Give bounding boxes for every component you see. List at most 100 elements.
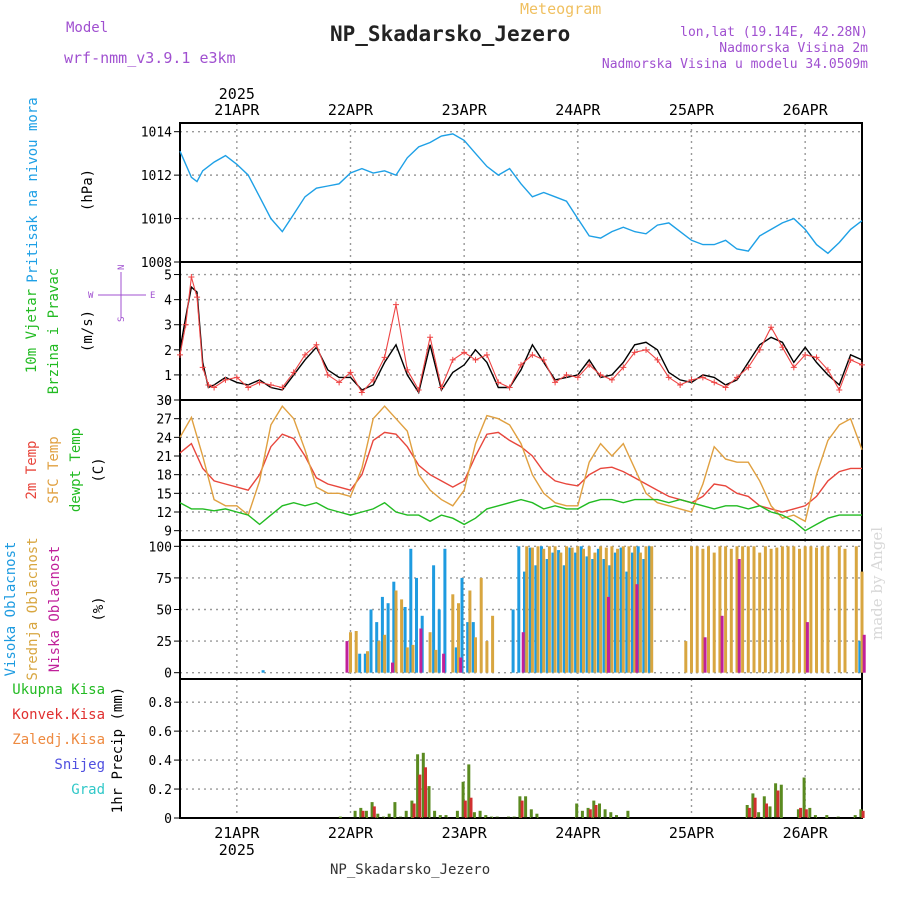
marks-layer bbox=[177, 133, 866, 819]
panel-ylabel: Pritisak na nivou mora bbox=[25, 97, 41, 282]
bar-mid_cloud bbox=[366, 651, 369, 673]
y-tick-label: 24 bbox=[156, 431, 172, 446]
bar-mid_cloud bbox=[383, 634, 387, 673]
bar-mid_cloud bbox=[815, 547, 818, 673]
bar-high_cloud bbox=[460, 577, 464, 673]
bar-mid_cloud bbox=[769, 548, 773, 673]
bar-mid_cloud bbox=[729, 548, 733, 673]
bar-high_cloud bbox=[386, 603, 390, 673]
bar-mid_cloud bbox=[854, 546, 858, 673]
y-tick-label: 75 bbox=[156, 572, 172, 587]
bar-mid_cloud bbox=[690, 546, 693, 673]
bar-total_precip bbox=[338, 816, 342, 818]
bar-conv_precip bbox=[372, 806, 376, 818]
bar-mid_cloud bbox=[349, 632, 352, 673]
bar-high_cloud bbox=[466, 622, 470, 673]
gust-marker bbox=[483, 351, 490, 358]
bar-total_precip bbox=[626, 810, 630, 818]
bar-total_precip bbox=[586, 807, 590, 818]
series-line-wind_speed bbox=[179, 285, 863, 395]
compass-n: N bbox=[117, 265, 127, 270]
bar-conv_precip bbox=[588, 809, 592, 818]
bar-mid_cloud bbox=[405, 647, 409, 673]
compass-e: E bbox=[150, 291, 155, 301]
bar-conv_precip bbox=[747, 807, 751, 818]
panel-ylabel: SFC Temp bbox=[46, 436, 62, 503]
gust-marker bbox=[245, 384, 252, 391]
bar-total_precip bbox=[762, 796, 766, 818]
bar-mid_cloud bbox=[724, 546, 728, 673]
bar-total_precip bbox=[444, 815, 448, 818]
bar-total_precip bbox=[387, 813, 391, 818]
panel-unit: (m/s) bbox=[80, 310, 96, 352]
x-tick-label-bottom: 23APR bbox=[442, 824, 488, 842]
bar-mid_cloud bbox=[638, 552, 642, 673]
bar-mid_cloud bbox=[780, 546, 784, 673]
bar-low_cloud bbox=[607, 596, 610, 673]
gust-marker bbox=[358, 389, 365, 396]
gust-marker bbox=[182, 321, 189, 328]
bar-conv_precip bbox=[424, 767, 427, 818]
bar-high_cloud bbox=[591, 559, 595, 673]
bar-mid_cloud bbox=[457, 603, 460, 673]
bar-total_precip bbox=[518, 796, 522, 818]
bar-conv_precip bbox=[361, 810, 365, 818]
y-tick-label: 3 bbox=[164, 319, 172, 334]
gust-marker bbox=[324, 371, 331, 378]
meteogram-label: Meteogram bbox=[520, 0, 602, 18]
y-tick-label: 100 bbox=[149, 540, 172, 555]
gust-marker bbox=[336, 379, 343, 386]
bar-total_precip bbox=[393, 802, 397, 818]
x-tick-label-bottom: 24APR bbox=[555, 824, 601, 842]
gust-marker bbox=[586, 361, 593, 368]
y-tick-label: 50 bbox=[156, 604, 172, 619]
gust-marker bbox=[506, 384, 513, 391]
gust-marker bbox=[347, 369, 354, 376]
bar-total_precip bbox=[421, 752, 425, 818]
y-tick-label: 9 bbox=[164, 525, 172, 540]
y-tick-label: 21 bbox=[156, 450, 172, 465]
bar-total_precip bbox=[524, 796, 528, 818]
gust-marker bbox=[233, 374, 240, 381]
gust-marker bbox=[472, 356, 479, 363]
bar-high_cloud bbox=[602, 559, 606, 673]
gust-marker bbox=[802, 351, 809, 358]
bar-mid_cloud bbox=[786, 546, 790, 673]
y-tick-label: 18 bbox=[156, 469, 172, 484]
bar-total_precip bbox=[779, 784, 783, 818]
bar-total_precip bbox=[598, 803, 601, 818]
gust-marker bbox=[267, 381, 274, 388]
gust-marker bbox=[699, 374, 706, 381]
bar-high_cloud bbox=[579, 546, 583, 673]
bar-mid_cloud bbox=[707, 546, 710, 673]
y-tick-label: 1010 bbox=[141, 213, 172, 228]
bar-conv_precip bbox=[753, 797, 757, 818]
gust-marker bbox=[790, 364, 797, 371]
bar-mid_cloud bbox=[570, 547, 574, 673]
bar-mid_cloud bbox=[377, 641, 381, 673]
gust-marker bbox=[194, 294, 201, 301]
y-tick-label: 4 bbox=[164, 294, 172, 309]
gust-marker bbox=[597, 371, 604, 378]
panel-frame-pressure bbox=[179, 122, 863, 263]
precip-legend-entry: Snijeg bbox=[54, 757, 105, 773]
y-tick-label: 2 bbox=[164, 344, 172, 359]
bar-total_precip bbox=[438, 815, 442, 818]
bar-mid_cloud bbox=[843, 548, 847, 673]
bar-total_precip bbox=[796, 809, 800, 818]
bar-total_precip bbox=[353, 810, 357, 818]
watermark: made by Angel bbox=[868, 526, 886, 640]
bar-mid_cloud bbox=[610, 546, 614, 673]
bar-mid_cloud bbox=[701, 548, 705, 673]
bar-total_precip bbox=[774, 783, 778, 819]
x-tick-label-bottom: 21APR bbox=[214, 824, 260, 842]
bar-mid_cloud bbox=[474, 637, 477, 673]
gust-marker bbox=[688, 376, 695, 383]
bar-low_cloud bbox=[459, 657, 463, 673]
bar-mid_cloud bbox=[752, 546, 756, 673]
bar-total_precip bbox=[615, 815, 618, 818]
gust-marker bbox=[188, 274, 195, 281]
bar-mid_cloud bbox=[775, 547, 779, 673]
station-title: NP_Skadarsko_Jezero bbox=[330, 22, 571, 46]
bar-low_cloud bbox=[720, 615, 724, 673]
